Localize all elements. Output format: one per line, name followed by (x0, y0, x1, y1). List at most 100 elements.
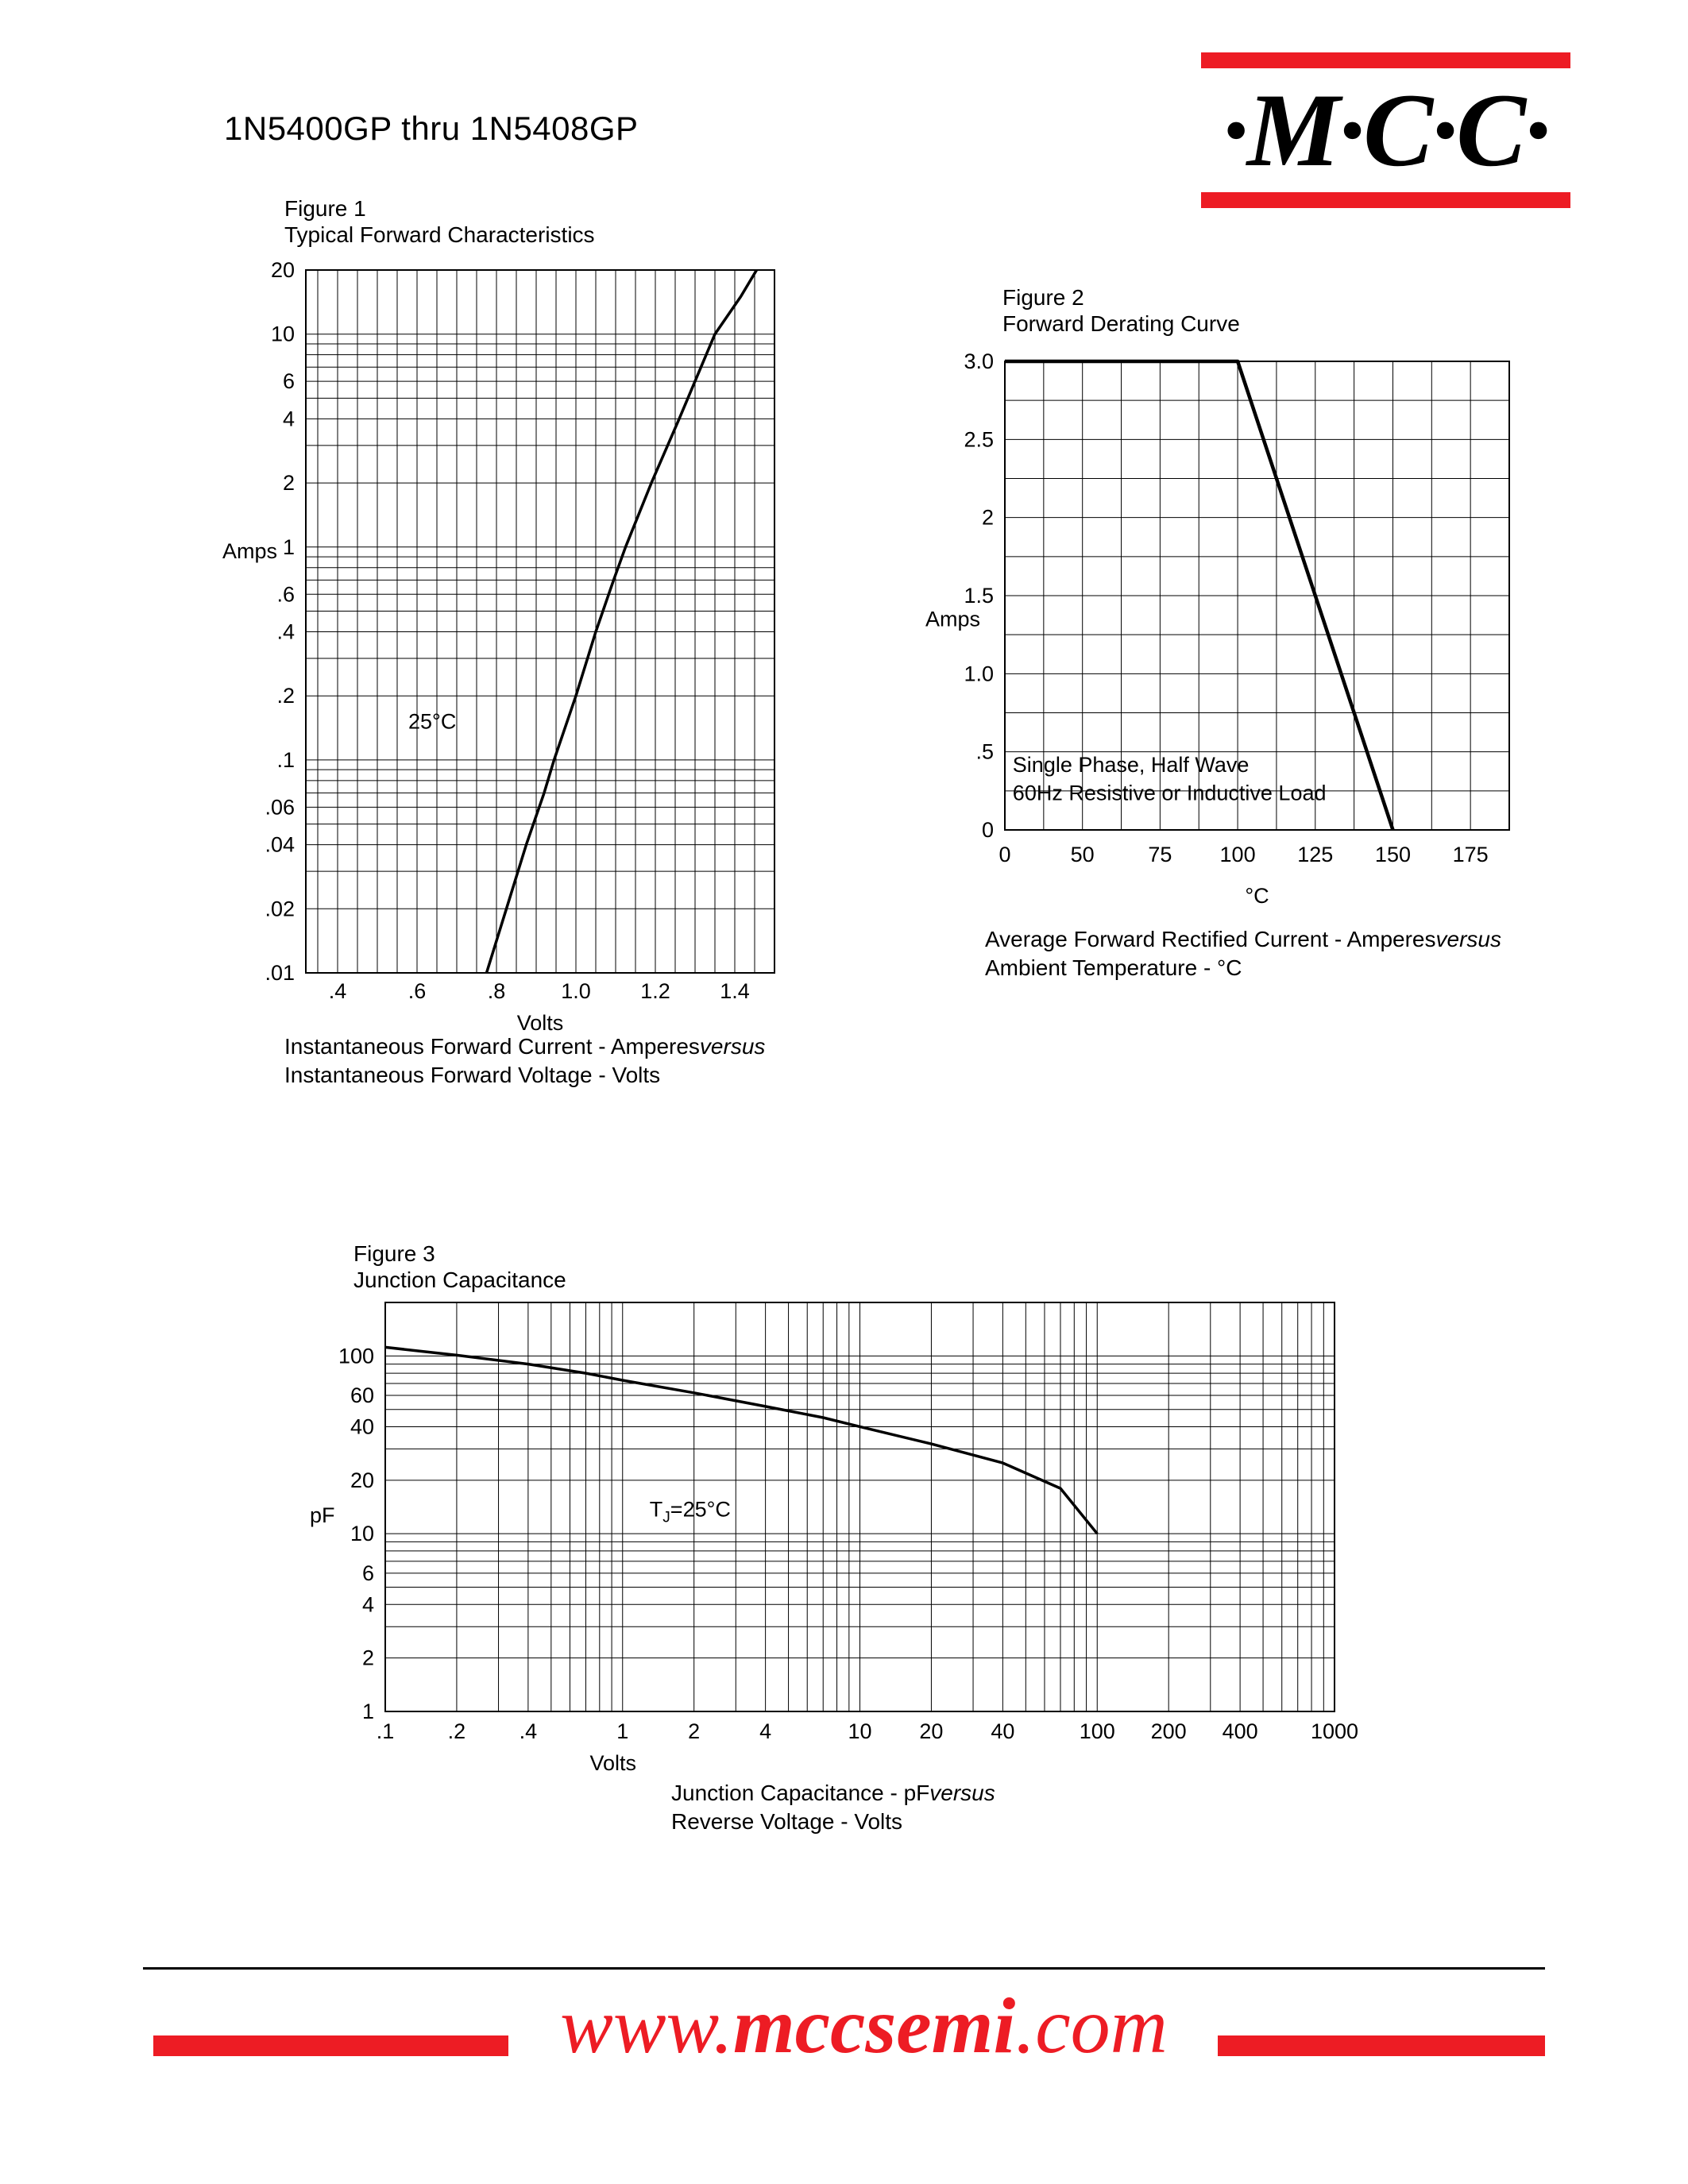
fig3-plot: .1 .2 .4 1 2 4 10 20 40 100 200 400 1000 100 60 40 20 10 6… (310, 1302, 1358, 1775)
plot-annotation: 25°C (408, 710, 456, 734)
y-tick-label: 2 (982, 506, 994, 530)
fig3-chart-area: .1 .2 .4 1 2 4 10 20 40 100 200 400 1000 100 60 40 20 10 6… (302, 1293, 1366, 1803)
y-tick-label: 2 (283, 471, 295, 495)
fig2-caption: Average Forward Rectified Current - Ampe… (985, 925, 1501, 982)
fig1-chart-area: .4 .6 .8 1.0 1.2 1.4 20 10 6 4 2 1 .6 .4 .2 .1 .06 .04 .02… (179, 258, 814, 1096)
y-tick-label: 20 (271, 258, 295, 282)
y-axis-label: Amps (925, 608, 980, 631)
fig1-caption-versus: versus (699, 1034, 766, 1059)
x-tick-label: 1.0 (561, 979, 591, 1003)
y-tick-label: 4 (283, 407, 295, 430)
fig3-caption-line1: Junction Capacitance - pF (671, 1781, 930, 1805)
y-tick-label: 2 (362, 1646, 374, 1670)
y-tick-label: 60 (350, 1383, 374, 1407)
fig1-caption-line2: Instantaneous Forward Voltage - Volts (284, 1063, 661, 1087)
x-tick-label: .4 (329, 979, 347, 1003)
y-tick-label: 4 (362, 1592, 374, 1616)
y-tick-label: .2 (276, 684, 295, 708)
footer-right-bar (1218, 2035, 1545, 2056)
x-axis-label: °C (1245, 884, 1269, 908)
y-tick-label: 10 (271, 322, 295, 346)
mcc-logo: ·M·C·C· (1201, 52, 1570, 208)
x-tick-label: 175 (1453, 843, 1489, 866)
fig3-label: Figure 3 (353, 1241, 435, 1266)
y-tick-label: 3.0 (964, 349, 994, 373)
footer-url-pre: www. (560, 1981, 733, 2070)
y-tick-label: 20 (350, 1468, 374, 1492)
x-tick-label: 1.2 (640, 979, 670, 1003)
fig1-label: Figure 1 (284, 196, 366, 221)
y-tick-label: .01 (265, 961, 295, 985)
y-tick-label: 1 (362, 1700, 374, 1723)
x-tick-label: 100 (1080, 1719, 1115, 1743)
x-tick-label: .6 (408, 979, 427, 1003)
fig2-title: Figure 2 Forward Derating Curve (1002, 284, 1240, 337)
plot-annotation: Single Phase, Half Wave (1013, 753, 1250, 777)
footer-url-domain: mccsemi (732, 1981, 1016, 2070)
plot-border (305, 269, 775, 974)
y-tick-label: .6 (276, 582, 295, 606)
x-tick-label: 10 (848, 1719, 871, 1743)
x-tick-label: 0 (999, 843, 1010, 866)
plot-annotation: TJ=25°C (650, 1498, 731, 1526)
fig1-title: Figure 1 Typical Forward Characteristics (284, 195, 595, 248)
fig2-label: Figure 2 (1002, 285, 1084, 310)
fig2-plot: 0 50 75 100 125 150 175 3.0 2.5 2 1.5 1.0 .5 0 °C Amps S… (925, 349, 1510, 908)
x-tick-label: 4 (759, 1719, 771, 1743)
x-tick-label: 20 (919, 1719, 943, 1743)
x-axis-label: Volts (517, 1011, 564, 1035)
fig2-caption-line1: Average Forward Rectified Current - Ampe… (985, 927, 1436, 951)
fig2-chart-area: 0 50 75 100 125 150 175 3.0 2.5 2 1.5 1.0 .5 0 °C Amps S… (917, 349, 1541, 933)
x-tick-label: 2 (688, 1719, 700, 1743)
logo-text: ·M·C·C· (1222, 71, 1551, 188)
x-tick-label: 400 (1223, 1719, 1258, 1743)
x-tick-label: 150 (1375, 843, 1411, 866)
fig3-title: Figure 3 Junction Capacitance (353, 1241, 566, 1293)
y-tick-label: 1.5 (964, 584, 994, 608)
x-tick-label: 75 (1148, 843, 1172, 866)
y-tick-label: 6 (283, 369, 295, 393)
x-tick-label: .4 (520, 1719, 538, 1743)
y-tick-label: .04 (265, 833, 295, 857)
x-tick-label: 1000 (1311, 1719, 1358, 1743)
y-tick-label: .1 (276, 748, 295, 772)
fig3-caption: Junction Capacitance - pFversus Reverse … (671, 1779, 995, 1836)
fig1-caption: Instantaneous Forward Current - Amperesv… (284, 1032, 765, 1090)
y-tick-label: 10 (350, 1522, 374, 1545)
y-tick-label: .06 (265, 795, 295, 819)
y-axis-label: Amps (222, 539, 277, 563)
x-tick-label: .1 (377, 1719, 395, 1743)
logo-bottom-bar (1201, 191, 1570, 208)
y-tick-label: 100 (338, 1344, 374, 1368)
y-tick-label: 40 (350, 1414, 374, 1438)
x-tick-label: .8 (488, 979, 506, 1003)
fig3-caption-line2: Reverse Voltage - Volts (671, 1809, 903, 1834)
y-tick-label: 1.0 (964, 662, 994, 685)
x-tick-label: .2 (448, 1719, 466, 1743)
fig2-caption-versus: versus (1435, 927, 1501, 951)
y-tick-label: 6 (362, 1561, 374, 1585)
plot-border (1004, 361, 1510, 831)
fig1-curve (485, 269, 759, 974)
y-tick-label: 2.5 (964, 427, 994, 451)
x-axis-label: Volts (590, 1751, 637, 1775)
fig1-subtitle: Typical Forward Characteristics (284, 222, 595, 247)
footer-rule (143, 1967, 1545, 1970)
footer-url-post: .com (1015, 1981, 1168, 2070)
part-number-title: 1N5400GP thru 1N5408GP (224, 110, 639, 147)
footer-url: www.mccsemi.com (508, 1984, 1219, 2067)
x-tick-label: 100 (1220, 843, 1256, 866)
y-tick-label: 1 (283, 535, 295, 559)
x-tick-label: 1 (616, 1719, 628, 1743)
y-tick-label: .4 (276, 619, 295, 643)
x-tick-label: 50 (1071, 843, 1095, 866)
y-tick-label: .02 (265, 897, 295, 920)
x-tick-label: 40 (991, 1719, 1014, 1743)
fig3-caption-versus: versus (929, 1781, 995, 1805)
fig1-caption-line1: Instantaneous Forward Current - Amperes (284, 1034, 700, 1059)
footer-left-bar (153, 2035, 508, 2056)
fig1-plot: .4 .6 .8 1.0 1.2 1.4 20 10 6 4 2 1 .6 .4 .2 .1 .06 .04 .02… (222, 258, 775, 1035)
plot-annotation: 60Hz Resistive or Inductive Load (1013, 781, 1327, 805)
fig3-curve (384, 1345, 1099, 1535)
